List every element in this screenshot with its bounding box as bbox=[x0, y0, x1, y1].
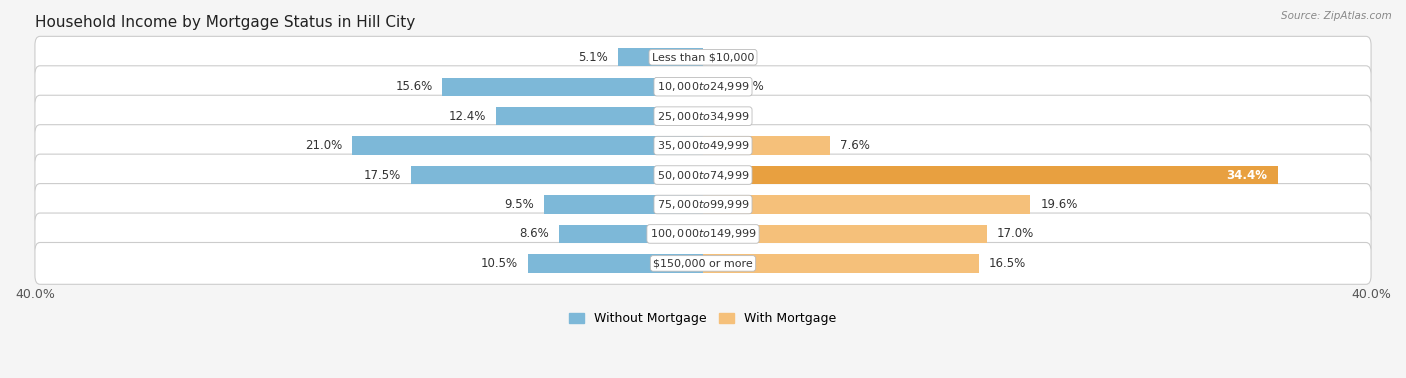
FancyBboxPatch shape bbox=[35, 154, 1371, 196]
Text: $10,000 to $24,999: $10,000 to $24,999 bbox=[657, 80, 749, 93]
Text: Source: ZipAtlas.com: Source: ZipAtlas.com bbox=[1281, 11, 1392, 21]
Text: 16.5%: 16.5% bbox=[988, 257, 1026, 270]
Text: 17.5%: 17.5% bbox=[364, 169, 401, 181]
Text: 10.5%: 10.5% bbox=[481, 257, 517, 270]
Bar bbox=[703, 195, 1031, 214]
Text: 17.0%: 17.0% bbox=[997, 228, 1035, 240]
Text: 12.4%: 12.4% bbox=[449, 110, 486, 122]
Bar bbox=[703, 166, 1278, 184]
FancyBboxPatch shape bbox=[35, 184, 1371, 225]
Text: $100,000 to $149,999: $100,000 to $149,999 bbox=[650, 228, 756, 240]
Text: 19.6%: 19.6% bbox=[1040, 198, 1078, 211]
FancyBboxPatch shape bbox=[35, 66, 1371, 108]
Bar bbox=[353, 136, 703, 155]
Text: $75,000 to $99,999: $75,000 to $99,999 bbox=[657, 198, 749, 211]
Text: 1.3%: 1.3% bbox=[735, 80, 765, 93]
Bar bbox=[703, 254, 979, 273]
Bar bbox=[703, 136, 830, 155]
Text: 8.6%: 8.6% bbox=[520, 228, 550, 240]
Text: Less than $10,000: Less than $10,000 bbox=[652, 52, 754, 62]
Text: 5.1%: 5.1% bbox=[578, 51, 607, 64]
Text: 21.0%: 21.0% bbox=[305, 139, 342, 152]
FancyBboxPatch shape bbox=[35, 242, 1371, 284]
Bar bbox=[617, 48, 703, 67]
Legend: Without Mortgage, With Mortgage: Without Mortgage, With Mortgage bbox=[564, 307, 842, 330]
Bar bbox=[496, 107, 703, 125]
Bar bbox=[411, 166, 703, 184]
Text: 15.6%: 15.6% bbox=[395, 80, 433, 93]
Bar bbox=[703, 225, 987, 243]
Bar bbox=[544, 195, 703, 214]
Text: 34.4%: 34.4% bbox=[1226, 169, 1268, 181]
Text: 0.0%: 0.0% bbox=[713, 110, 742, 122]
FancyBboxPatch shape bbox=[35, 36, 1371, 78]
Bar bbox=[527, 254, 703, 273]
Text: 0.0%: 0.0% bbox=[713, 51, 742, 64]
Text: 9.5%: 9.5% bbox=[505, 198, 534, 211]
Text: Household Income by Mortgage Status in Hill City: Household Income by Mortgage Status in H… bbox=[35, 15, 415, 30]
FancyBboxPatch shape bbox=[35, 125, 1371, 166]
FancyBboxPatch shape bbox=[35, 213, 1371, 255]
FancyBboxPatch shape bbox=[35, 95, 1371, 137]
Text: $25,000 to $34,999: $25,000 to $34,999 bbox=[657, 110, 749, 122]
Text: 7.6%: 7.6% bbox=[839, 139, 870, 152]
Bar bbox=[443, 77, 703, 96]
Bar bbox=[703, 77, 724, 96]
Text: $50,000 to $74,999: $50,000 to $74,999 bbox=[657, 169, 749, 181]
Bar bbox=[560, 225, 703, 243]
Text: $35,000 to $49,999: $35,000 to $49,999 bbox=[657, 139, 749, 152]
Text: $150,000 or more: $150,000 or more bbox=[654, 259, 752, 268]
